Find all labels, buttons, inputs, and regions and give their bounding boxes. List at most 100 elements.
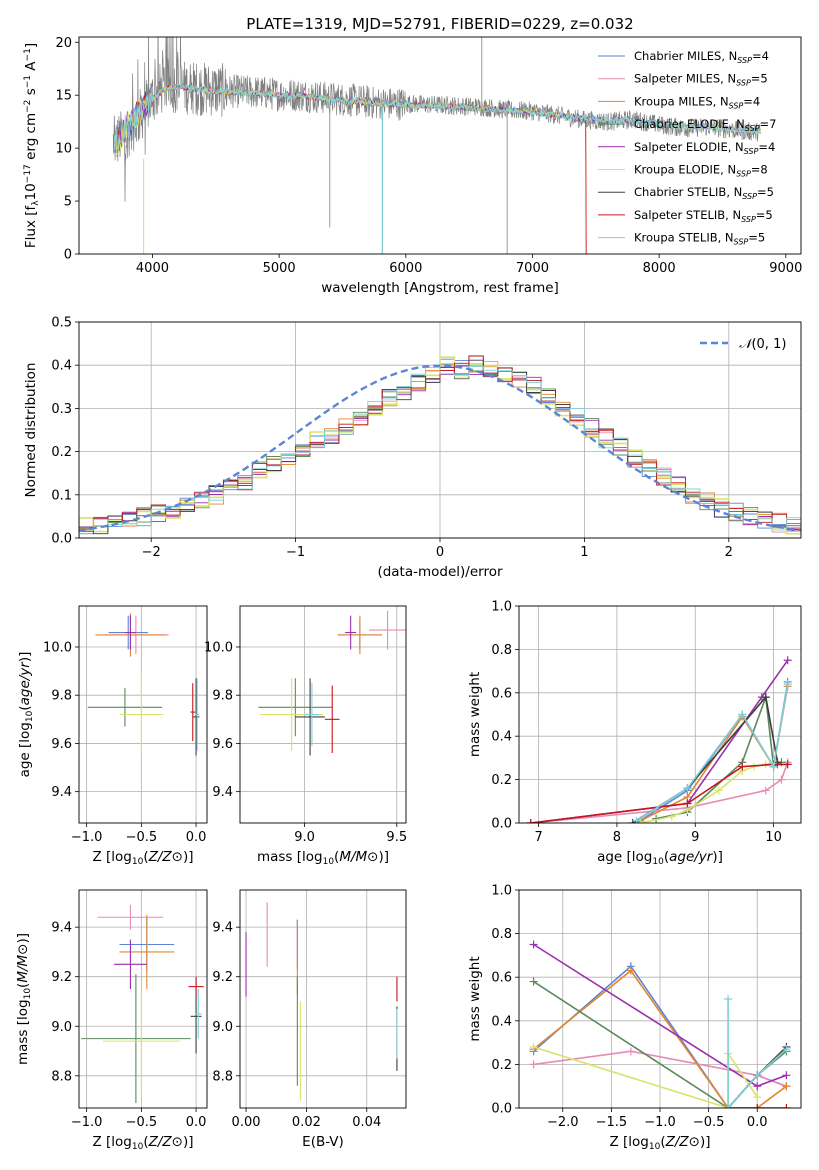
error-point	[114, 939, 147, 990]
x-tick-label: −0.5	[126, 830, 158, 845]
error-point	[119, 914, 175, 990]
error-point	[124, 615, 136, 650]
y-tick-label: 0.6	[491, 971, 512, 986]
x-tick-label: −1.0	[71, 830, 103, 845]
y-tick-label: 1.0	[491, 884, 512, 899]
legend-label: Chabrier STELIB, NSSP=5	[634, 185, 774, 201]
error-point	[87, 687, 163, 727]
x-tick-label: −2	[142, 545, 161, 560]
y-tick-label: 9.0	[212, 1020, 233, 1035]
x-tick-label: −2.0	[547, 1115, 579, 1130]
y-tick-label: 0.0	[51, 532, 72, 547]
weight-marker	[724, 1104, 733, 1108]
y-tick-label: 9.2	[212, 970, 233, 985]
axes-frame	[239, 889, 407, 1109]
figure-title: PLATE=1319, MJD=52791, FIBERID=0229, z=0…	[246, 15, 633, 33]
x-tick-label: 9.0	[294, 830, 315, 845]
x-tick-label: 1	[580, 545, 588, 560]
weight-marker	[683, 784, 692, 793]
y-tick-label: 0.8	[491, 643, 512, 658]
histogram-step	[79, 365, 801, 538]
weight-marker	[626, 1047, 635, 1056]
x-tick-label: −0.5	[126, 1115, 158, 1130]
y-tick-label: 9.4	[212, 785, 233, 800]
legend-label: Chabrier MILES, NSSP=4	[634, 49, 769, 65]
weight-marker	[683, 799, 692, 808]
panel-spectrum: 4000 5000 6000 7000 8000 9000 0 5 10 15 20 waveleng…	[23, 36, 802, 296]
plot-area	[526, 656, 792, 823]
y-tick-label: 9.0	[51, 1020, 72, 1035]
spectrum-legend: Chabrier MILES, NSSP=4 Salpeter MILES, NS…	[598, 49, 776, 247]
weight-marker	[738, 710, 747, 719]
y-tick-label: 9.8	[51, 689, 72, 704]
y-axis-label: mass weight	[467, 956, 483, 1041]
x-tick-label: 8000	[643, 261, 676, 276]
y-axis-label: Normed distribution	[23, 363, 39, 498]
x-tick-label: −1.0	[644, 1115, 676, 1130]
plot-area	[81, 904, 204, 1104]
y-tick-label: 9.2	[51, 970, 72, 985]
plots-layer: 4000 5000 6000 7000 8000 900005101520waveleng…	[15, 36, 802, 1152]
legend-label: Salpeter ELODIE, NSSP=4	[634, 140, 775, 156]
weight-marker	[714, 786, 723, 795]
plot-area	[245, 902, 398, 1101]
plot-area	[258, 610, 406, 756]
weight-marker	[783, 760, 792, 769]
x-axis-label: Z [log10(Z/Z⊙)]	[92, 1134, 193, 1152]
y-tick-label: 0.3	[51, 402, 72, 417]
panel-residuals: −2 −1 0 1 2 0.0 0.1 0.2 0.3 0.4 0.5 (data-model)/er…	[23, 316, 802, 580]
error-point	[97, 904, 164, 930]
weight-line	[533, 1046, 758, 1108]
x-tick-label: 0.04	[352, 1115, 381, 1130]
weight-marker	[529, 1042, 538, 1051]
x-tick-label: −1	[286, 545, 305, 560]
y-tick-label: 0.8	[491, 927, 512, 942]
error-point	[369, 610, 406, 650]
weight-marker	[724, 995, 733, 1003]
x-tick-label: 4000	[136, 261, 169, 276]
y-tick-label: 0.4	[491, 730, 512, 745]
y-tick-label: 0.6	[491, 686, 512, 701]
axes-frame	[518, 889, 802, 1109]
y-tick-label: 9.4	[212, 921, 233, 936]
error-point	[119, 673, 164, 756]
y-axis-label: mass weight	[467, 672, 483, 757]
y-tick-label: 0.0	[491, 817, 512, 832]
x-tick-label: 8	[613, 830, 621, 845]
axes-frame	[78, 36, 802, 255]
y-tick-label: 0.5	[51, 316, 72, 331]
x-tick-label: −0.5	[693, 1115, 725, 1130]
x-tick-label: 10	[765, 830, 782, 845]
weight-marker	[761, 693, 770, 702]
axes-frame	[518, 605, 802, 824]
y-tick-label: 9.6	[51, 737, 72, 752]
panel-ebv_mass: 0.00 0.02 0.04 8.8 9.0 9.2 9.4 E(B-V)	[212, 889, 407, 1150]
weight-marker	[761, 786, 770, 795]
weight-marker	[529, 1060, 538, 1069]
y-axis-label: mass [log10(M/M⊙)]	[15, 933, 33, 1065]
x-tick-label: 0.02	[292, 1115, 321, 1130]
weight-marker	[782, 1045, 791, 1054]
axes-frame	[239, 605, 407, 824]
y-tick-label: 0.2	[491, 773, 512, 788]
weight-marker	[753, 1104, 762, 1108]
x-tick-label: 9000	[769, 261, 802, 276]
y-tick-label: 1.0	[491, 600, 512, 615]
legend-label: Salpeter MILES, NSSP=5	[634, 72, 768, 88]
y-tick-label: 10.0	[204, 640, 233, 655]
plot-area	[529, 940, 791, 1108]
x-tick-label: 9	[691, 830, 699, 845]
x-tick-label: 2	[725, 545, 733, 560]
y-tick-label: 0.1	[51, 488, 72, 503]
weight-marker	[529, 977, 538, 986]
weight-marker	[753, 1071, 762, 1080]
x-axis-label: wavelength [Angstrom, rest frame]	[321, 280, 559, 296]
x-tick-label: 9.5	[386, 830, 407, 845]
x-tick-label: 0	[436, 545, 444, 560]
axes-frame	[78, 321, 802, 539]
error-point	[103, 989, 180, 1094]
x-axis-label: E(B-V)	[302, 1134, 344, 1150]
weight-marker	[782, 1104, 791, 1108]
weight-marker	[783, 680, 792, 689]
error-point	[295, 678, 325, 756]
